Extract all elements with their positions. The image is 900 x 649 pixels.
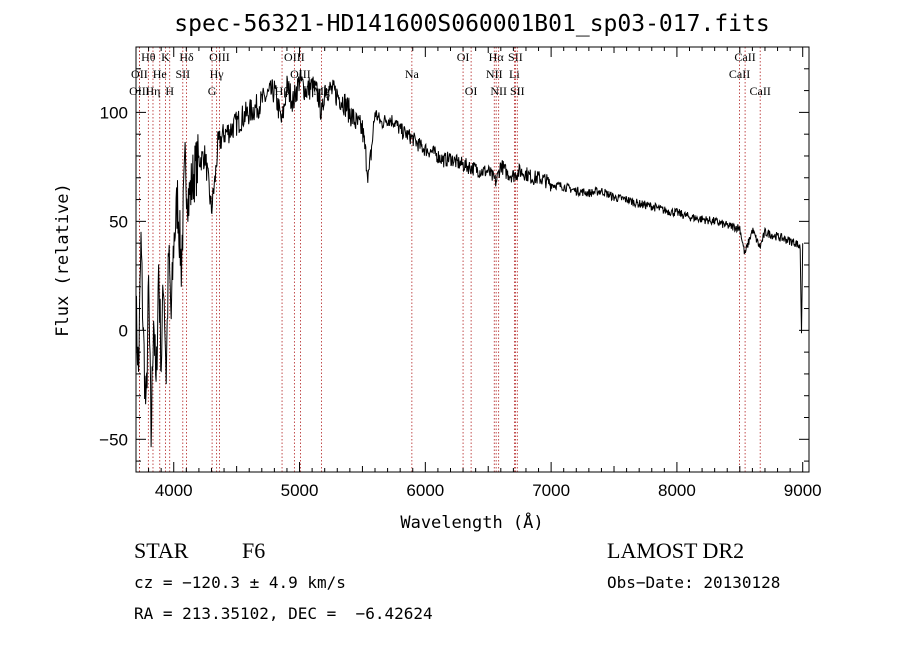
spectral-line-label: K [161, 50, 170, 64]
spectral-line-label: Hδ [179, 50, 194, 64]
spectral-line-label: CaII [734, 50, 755, 64]
spectral-line-label: OI [457, 50, 470, 64]
coordinates-text: RA = 213.35102, DEC = −6.42624 [134, 604, 433, 623]
spectral-line-label: OII [131, 67, 148, 81]
spectral-line-label: OIII [284, 50, 305, 64]
spectral-subclass: F6 [242, 538, 266, 563]
spectral-line-label: OI [465, 84, 478, 98]
object-type: STAR [134, 538, 189, 563]
spectral-line-label: H [165, 84, 174, 98]
spectral-line-label: CaII [750, 84, 771, 98]
x-axis-ticks: 4000 5000 6000 7000 8000 9000 [135, 47, 822, 500]
y-tick-label: −50 [99, 430, 128, 449]
obs-date: Obs−Date: 20130128 [607, 573, 781, 592]
x-tick-label: 6000 [406, 481, 444, 500]
plot-frame [135, 46, 810, 473]
y-tick-label: 100 [100, 103, 128, 122]
spectral-line-label: SII [510, 84, 525, 98]
spectral-line-label: OIII [209, 50, 230, 64]
redshift-text: cz = −120.3 ± 4.9 km/s [134, 573, 346, 592]
spectral-line-label: Hη [146, 84, 161, 98]
spectral-line-label: Hα [489, 50, 505, 64]
spectral-line-label: NII [490, 84, 507, 98]
spectral-line-label: Na [405, 67, 420, 81]
chart-title: spec-56321-HD141600S060001B01_sp03-017.f… [174, 11, 769, 37]
spectral-line-label: Hθ [141, 50, 156, 64]
x-tick-label: 7000 [532, 481, 570, 500]
spectral-line-label: G [208, 84, 217, 98]
spectral-line-label: He [153, 67, 167, 81]
spectral-line-label: SII [508, 50, 523, 64]
x-tick-label: 5000 [281, 481, 319, 500]
spectrum-line [135, 69, 804, 448]
spectral-line-label: SII [175, 67, 190, 81]
x-tick-label: 8000 [658, 481, 696, 500]
spectral-line-label: Li [509, 67, 520, 81]
x-axis-label: Wavelength (Å) [400, 511, 543, 533]
y-axis-label: Flux (relative) [53, 183, 73, 337]
x-tick-label: 4000 [155, 481, 193, 500]
survey-name: LAMOST DR2 [607, 538, 745, 563]
spectral-line-label: CaII [729, 67, 750, 81]
y-axis-ticks: −50 0 50 100 [99, 46, 809, 462]
y-tick-label: 0 [119, 321, 128, 340]
spectral-line-label: NII [486, 67, 503, 81]
spectral-line-label: Hγ [210, 67, 225, 81]
spectrum-series [135, 69, 804, 448]
x-tick-label: 9000 [784, 481, 822, 500]
y-tick-label: 50 [109, 212, 128, 231]
